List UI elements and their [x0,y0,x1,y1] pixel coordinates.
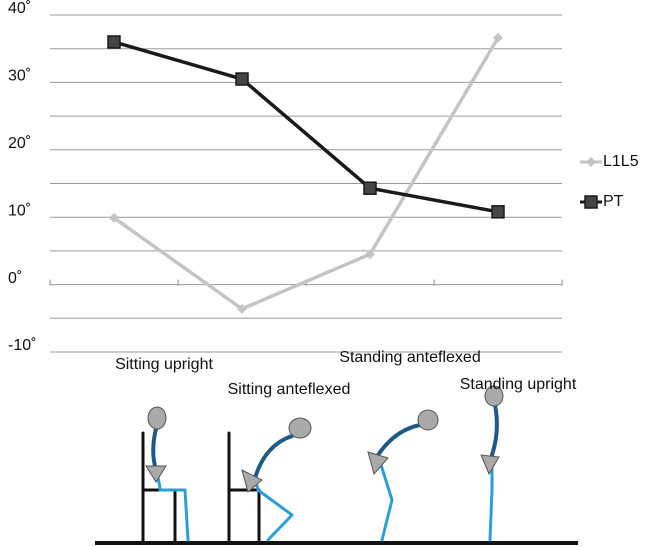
y-tick-label: 20˚ [8,135,31,152]
marker [364,182,376,194]
series-line [114,42,498,212]
y-tick-label: -10˚ [8,337,36,354]
legend-label: PT [603,193,624,210]
figure-standing-anteflexed [368,410,438,540]
marker [585,196,597,208]
y-tick-label: 10˚ [8,202,31,219]
x-tick-label: Sitting upright [115,356,213,373]
chart: 40˚ 30˚ 20˚ 10˚ 0˚ -10˚ Sitting upright Sitting… [0,0,651,547]
y-tick-label: 40˚ [8,0,31,17]
legend-label: L1L5 [603,153,639,170]
marker [236,73,248,85]
series-line [114,38,498,309]
figure-sitting-upright [143,407,188,543]
figure-sitting-anteflexed [229,418,311,543]
figure-standing-upright [481,386,503,540]
marker [586,157,596,167]
y-tick-label: 30˚ [8,68,31,85]
figures [95,386,578,543]
x-tick-label: Standing upright [460,376,577,393]
marker [492,206,504,218]
marker [108,36,120,48]
y-tick-label: 0˚ [8,270,22,287]
x-tick-label: Sitting anteflexed [228,381,351,398]
x-tick-label: Standing anteflexed [339,349,480,366]
